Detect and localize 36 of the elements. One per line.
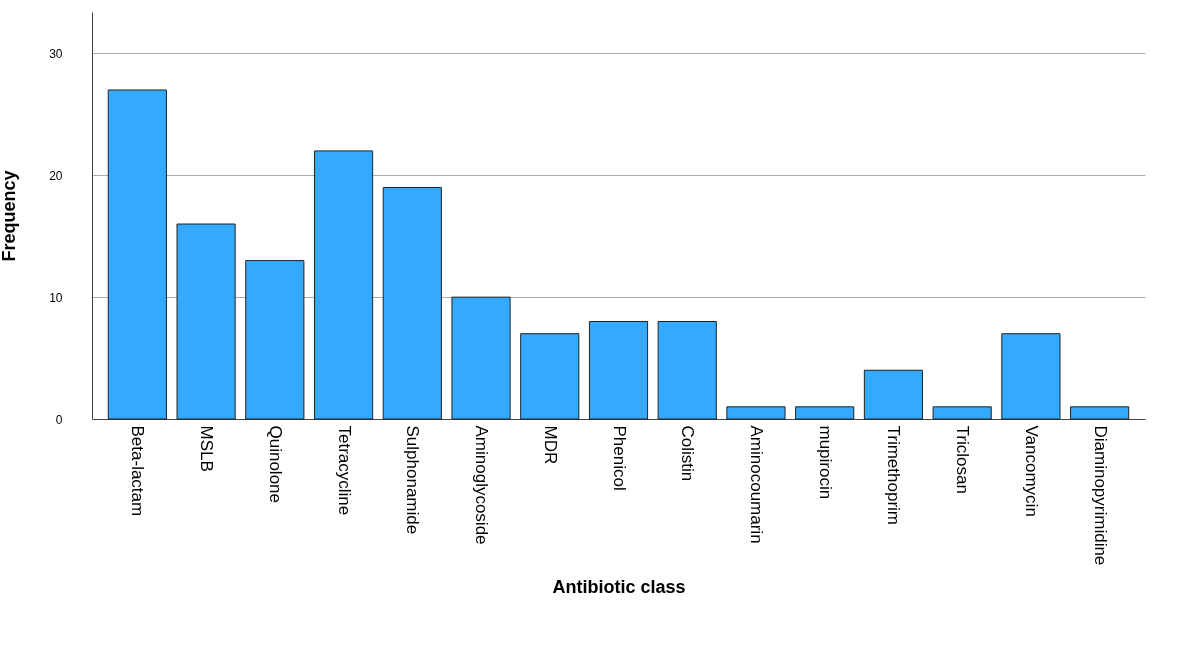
bar [176,223,236,420]
bar [313,150,374,420]
bar [520,333,580,420]
x-tick-label: MDR [540,425,560,465]
x-tick-label: Diaminopyrimidine [1090,425,1110,566]
x-tick-label: Tetracycline [334,425,354,516]
bar [382,186,442,420]
x-tick-label: Quinolone [265,425,285,504]
bar [932,406,992,420]
bar [1001,333,1061,420]
bar [863,369,924,420]
bar [795,406,855,420]
x-tick-label: MSLB [197,425,217,472]
bar [726,406,786,420]
x-tick-label: Beta-lactam [128,425,148,517]
x-tick-label: Aminoglycoside [472,425,492,545]
y-tick-label: 0 [55,412,63,427]
y-tick-label: 10 [49,290,63,305]
x-tick-label: Triclosan [953,425,973,494]
x-tick-label: mupirocin [815,425,835,500]
bar [1070,406,1130,420]
y-axis-title: Frequency [0,170,20,262]
x-tick-label: Vancomycin [1021,425,1041,517]
x-axis-title: Antibiotic class [552,577,686,598]
y-tick-label: 30 [49,46,63,61]
y-tick-label: 20 [49,168,63,183]
bar [245,260,305,420]
x-tick-label: Trimethoprim [884,425,904,525]
bar [451,296,511,420]
x-tick-label: Colistin [678,425,698,482]
bar [657,321,717,420]
x-tick-label: Aminocoumarin [746,425,766,544]
x-tick-label: Phenicol [609,425,629,491]
bar [107,89,167,420]
bar [588,321,649,420]
x-tick-label: Sulphonamide [403,425,423,535]
